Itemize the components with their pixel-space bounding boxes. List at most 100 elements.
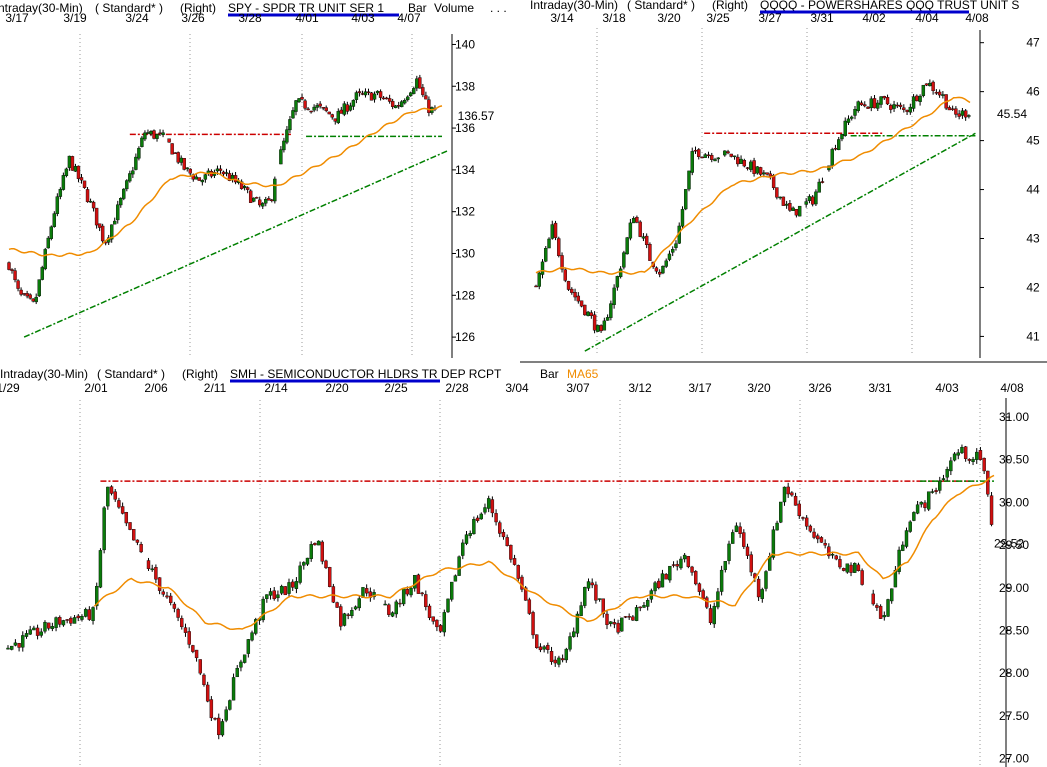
smh-candle-body (956, 452, 960, 456)
spy-candle-body (146, 132, 150, 134)
smh-candle-body (734, 525, 739, 532)
qqq-candle-body (843, 120, 847, 136)
qqq-moving-average (535, 96, 971, 275)
spy-candle-body (40, 267, 44, 280)
qqq-candle-body (573, 292, 577, 298)
qqq-candle-body (723, 150, 727, 156)
spy-candle-body (324, 107, 328, 111)
smh-candle-body (486, 498, 491, 509)
smh-candle-body (442, 612, 447, 633)
smh-candle-body (254, 619, 258, 634)
spy-x-tick: 3/19 (63, 11, 87, 25)
spy-candle-body (122, 188, 126, 199)
smh-x-tick: 2/25 (384, 381, 408, 395)
smh-y-tick: 28.00 (999, 666, 1029, 680)
smh-candle-body (926, 491, 931, 510)
qqq-symbol-label[interactable]: QQQQ - POWERSHARES QQQ TRUST UNIT S (760, 0, 1019, 12)
qqq-candle-body (794, 209, 799, 216)
spy-candle-body (354, 92, 359, 100)
smh-candle-body (575, 613, 580, 634)
spy-candle-body (409, 92, 413, 96)
spy-candle-body (400, 101, 404, 108)
qqq-candle-body (570, 288, 574, 293)
qqq-candle-body (742, 159, 747, 167)
spy-candle-body (345, 104, 350, 112)
qqq-candle-body (618, 268, 623, 278)
smh-candle-body (394, 601, 398, 615)
smh-candle-body (468, 533, 472, 536)
qqq-candle-body (700, 156, 704, 159)
spy-more-label[interactable]: . . . (490, 1, 507, 15)
smh-candle-body (320, 541, 324, 562)
smh-candle-body (686, 556, 691, 567)
qqq-candle-body (625, 237, 629, 255)
qqq-candle-body (830, 149, 834, 166)
spy-candle-body (224, 172, 229, 174)
qqq-candle-body (934, 92, 939, 94)
smh-symbol-label[interactable]: SMH - SEMICONDUCTOR HLDRS TR DEP RCPT (230, 367, 502, 381)
spy-symbol-label[interactable]: SPY - SPDR TR UNIT SER 1 (228, 1, 384, 15)
smh-candle-body (601, 598, 605, 614)
qqq-candle-body (602, 320, 607, 331)
qqq-chart-panel: Intraday(30-Min) ( Standard* ) (Right) Q… (520, 0, 1047, 363)
smh-last-price: 29.52 (994, 536, 1024, 550)
qqq-candle-body (882, 96, 886, 99)
spy-candle-body (16, 280, 20, 289)
smh-candle-body (424, 594, 428, 608)
smh-candle-body (531, 612, 535, 636)
qqq-axis-label: (Right) (712, 0, 748, 12)
qqq-candle-body (706, 154, 711, 157)
smh-candle-body (915, 504, 920, 514)
spy-moving-average (8, 105, 443, 258)
qqq-x-axis: 3/14 3/18 3/20 3/25 3/27 3/31 4/02 4/04 4/08 (550, 11, 989, 25)
qqq-candle-body (954, 108, 958, 115)
spy-candle-body (291, 110, 295, 119)
spy-candle-body (339, 109, 344, 114)
qqq-candle-body (947, 107, 952, 111)
smh-x-tick: 3/31 (868, 381, 892, 395)
qqq-x-tick: 3/27 (758, 11, 782, 25)
spy-candle-body (155, 133, 159, 139)
qqq-candle-body (765, 172, 769, 175)
qqq-x-tick: 3/20 (657, 11, 681, 25)
smh-candle-body (405, 589, 410, 595)
smh-x-tick: 3/12 (628, 381, 652, 395)
smh-candle-body (553, 659, 557, 664)
qqq-trend-line (584, 132, 976, 352)
smh-candle-body (657, 580, 661, 589)
smh-candle-body (128, 522, 132, 530)
qqq-candle-body (820, 181, 825, 183)
smh-candle-body (523, 587, 528, 601)
smh-candle-body (217, 717, 221, 736)
smh-candle-body (782, 486, 787, 503)
qqq-candle-body (537, 272, 541, 287)
smh-candle-body (941, 478, 946, 481)
smh-candle-body (871, 593, 875, 605)
smh-candle-body (760, 589, 764, 599)
qqq-x-tick: 3/18 (602, 11, 626, 25)
smh-x-axis: 1/29 2/01 2/06 2/11 2/14 2/20 2/25 2/28 3/04 3/07… (0, 381, 1024, 395)
spy-y-tick: 138 (455, 79, 475, 93)
smh-candle-body (634, 607, 639, 621)
qqq-candle-body (837, 139, 841, 151)
smh-y-tick: 29.50 (999, 538, 1029, 552)
smh-candle-body (623, 616, 628, 618)
qqq-candle-body (778, 196, 782, 199)
smh-candle-body (420, 592, 424, 595)
smh-x-tick: 3/07 (566, 381, 590, 395)
smh-candle-body (46, 622, 51, 629)
smh-candle-body (568, 636, 572, 650)
qqq-candle-body (902, 107, 906, 110)
smh-candle-body (908, 521, 912, 532)
smh-candle-body (963, 446, 968, 459)
smh-candle-body (387, 604, 391, 615)
smh-candle-body (793, 495, 798, 506)
qqq-candle-body (924, 83, 929, 86)
smh-candle-body (446, 598, 450, 613)
spy-candle-body (321, 107, 325, 109)
smh-x-tick: 4/08 (1000, 381, 1024, 395)
spy-candle-body (270, 199, 274, 202)
smh-candle-body (664, 574, 668, 580)
qqq-candle-body (918, 95, 922, 102)
qqq-candle-body (928, 82, 932, 87)
